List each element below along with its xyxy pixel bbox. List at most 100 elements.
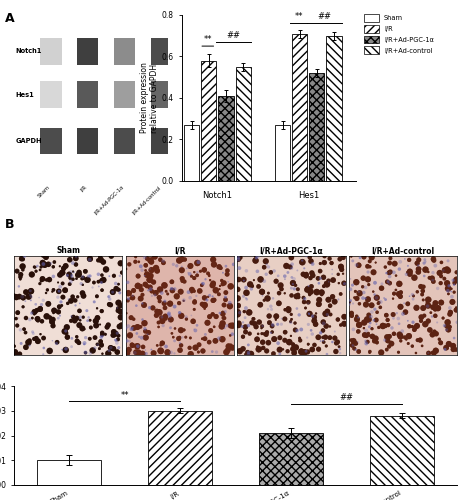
Point bbox=[62, 346, 69, 354]
Point bbox=[326, 322, 334, 330]
Point bbox=[93, 304, 101, 312]
Point bbox=[118, 322, 125, 330]
Point bbox=[135, 349, 142, 357]
Point bbox=[215, 290, 223, 298]
Point bbox=[91, 344, 99, 352]
Point bbox=[266, 318, 273, 326]
Point bbox=[134, 342, 141, 350]
Point bbox=[150, 278, 157, 286]
Bar bbox=[40, 82, 61, 108]
Point bbox=[306, 310, 313, 318]
Point bbox=[249, 282, 256, 290]
Point bbox=[299, 270, 307, 278]
Point bbox=[110, 344, 117, 352]
Point bbox=[333, 339, 340, 347]
Point bbox=[224, 346, 231, 354]
Point bbox=[63, 323, 71, 331]
Point bbox=[58, 302, 66, 310]
Point bbox=[99, 350, 106, 358]
Point bbox=[12, 314, 20, 322]
Point bbox=[297, 336, 304, 344]
Point bbox=[242, 304, 249, 312]
Point bbox=[141, 325, 149, 333]
Point bbox=[328, 259, 335, 267]
Point bbox=[226, 302, 234, 310]
Point bbox=[445, 282, 453, 290]
Point bbox=[349, 300, 357, 308]
Point bbox=[446, 310, 454, 318]
Point bbox=[428, 274, 436, 282]
Point bbox=[225, 278, 232, 286]
Point bbox=[179, 277, 186, 285]
Point bbox=[284, 268, 292, 276]
Point bbox=[235, 319, 243, 327]
Point bbox=[82, 268, 89, 276]
Point bbox=[194, 272, 201, 280]
Point bbox=[441, 266, 449, 274]
Point bbox=[292, 344, 299, 351]
Point bbox=[21, 342, 29, 350]
Point bbox=[425, 349, 432, 357]
Point bbox=[448, 285, 455, 293]
Point bbox=[244, 348, 251, 356]
Point bbox=[114, 348, 121, 356]
Point bbox=[225, 302, 232, 310]
Point bbox=[384, 321, 392, 329]
Point bbox=[149, 304, 157, 312]
Point bbox=[117, 313, 125, 321]
Point bbox=[50, 306, 58, 314]
Point bbox=[56, 271, 64, 279]
Point bbox=[399, 310, 407, 318]
Point bbox=[437, 339, 444, 347]
Point bbox=[267, 268, 274, 276]
Point bbox=[444, 266, 452, 274]
Point bbox=[329, 276, 337, 284]
Point bbox=[39, 252, 46, 260]
Point bbox=[224, 266, 231, 274]
Point bbox=[143, 270, 151, 278]
Point bbox=[187, 294, 194, 302]
Point bbox=[60, 264, 67, 272]
Point bbox=[50, 272, 57, 280]
Point bbox=[93, 292, 101, 300]
Point bbox=[29, 328, 36, 336]
Point bbox=[153, 308, 161, 316]
Point bbox=[58, 302, 66, 310]
Point bbox=[43, 276, 50, 284]
Point bbox=[240, 276, 248, 284]
Point bbox=[373, 294, 380, 302]
Point bbox=[29, 314, 36, 322]
Point bbox=[390, 290, 398, 298]
Point bbox=[319, 334, 327, 342]
Point bbox=[443, 322, 450, 330]
Point bbox=[103, 323, 111, 331]
Point bbox=[290, 342, 298, 350]
Point bbox=[236, 308, 243, 316]
Point bbox=[25, 292, 32, 300]
Point bbox=[176, 256, 183, 264]
Point bbox=[397, 332, 404, 340]
Point bbox=[69, 268, 77, 276]
Point bbox=[425, 317, 432, 325]
Point bbox=[182, 333, 189, 341]
Point bbox=[153, 342, 161, 349]
Point bbox=[220, 279, 228, 287]
Point bbox=[218, 276, 225, 284]
Point bbox=[152, 289, 159, 297]
Point bbox=[312, 310, 320, 318]
Point bbox=[216, 282, 224, 290]
Point bbox=[265, 289, 272, 297]
Point bbox=[234, 286, 242, 294]
Point bbox=[432, 330, 440, 338]
Point bbox=[284, 347, 292, 355]
Point bbox=[97, 278, 104, 285]
Point bbox=[56, 262, 63, 270]
Point bbox=[316, 260, 324, 268]
Point bbox=[386, 259, 393, 267]
Point bbox=[234, 294, 242, 302]
Point bbox=[67, 278, 74, 285]
Bar bbox=[151, 128, 172, 154]
Point bbox=[151, 291, 158, 299]
Point bbox=[287, 318, 294, 326]
Point bbox=[329, 292, 336, 300]
